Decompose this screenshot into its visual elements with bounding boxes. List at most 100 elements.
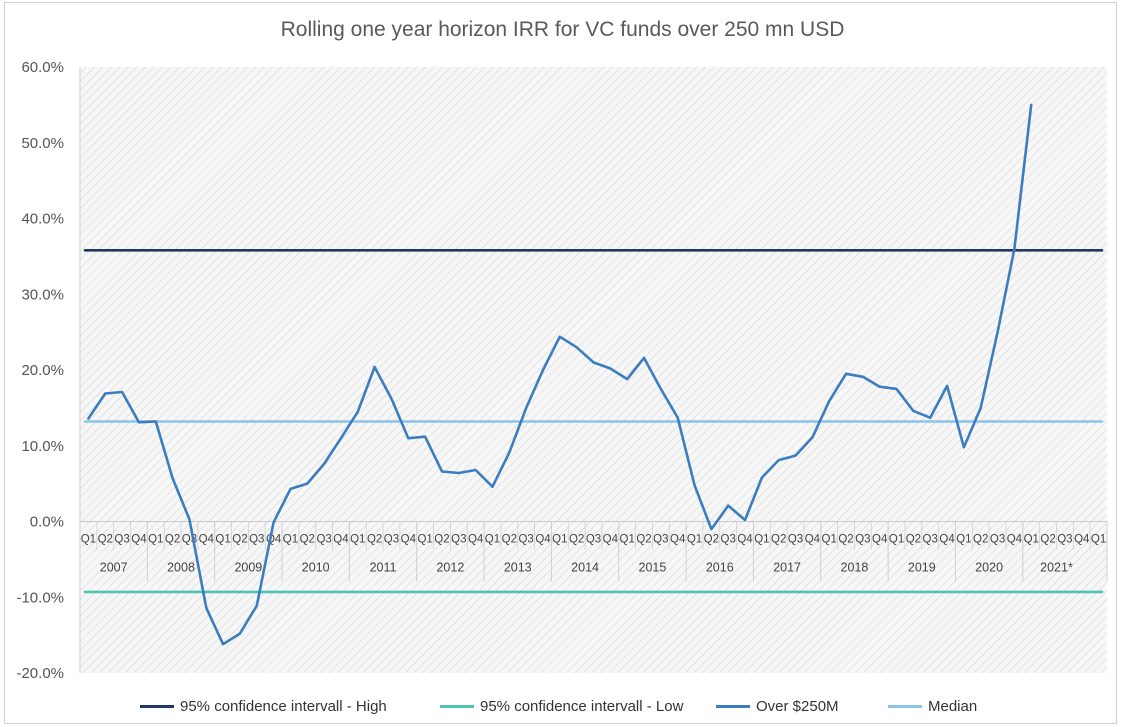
x-quarter-label: Q1 bbox=[822, 534, 837, 546]
x-quarter-label: Q4 bbox=[872, 534, 888, 546]
y-tick-label: 60.0% bbox=[21, 59, 64, 76]
x-quarter-label: Q2 bbox=[838, 534, 853, 546]
series-line-over-250m bbox=[87, 103, 1033, 646]
legend-entry-ci-low: 95% confidence intervall - Low bbox=[440, 698, 683, 715]
x-quarter-label: Q4 bbox=[1007, 534, 1023, 546]
x-year-label: 2012 bbox=[436, 561, 464, 575]
legend-label-over-250m: Over $250M bbox=[756, 698, 839, 715]
chart-legend: 95% confidence intervall - High 95% conf… bbox=[0, 698, 1125, 720]
x-quarter-label: Q2 bbox=[569, 534, 584, 546]
x-quarter-label: Q2 bbox=[704, 534, 719, 546]
x-quarter-label: Q4 bbox=[401, 534, 417, 546]
x-quarter-label: Q3 bbox=[316, 534, 331, 546]
x-quarter-label: Q4 bbox=[939, 534, 955, 546]
x-quarter-label: Q1 bbox=[215, 534, 230, 546]
legend-label-median: Median bbox=[928, 698, 978, 715]
x-quarter-label: Q3 bbox=[855, 534, 870, 546]
x-year-label: 2007 bbox=[100, 561, 128, 575]
x-quarter-label: Q4 bbox=[468, 534, 484, 546]
x-quarter-label: Q3 bbox=[586, 534, 601, 546]
y-tick-label: 30.0% bbox=[21, 286, 64, 303]
x-quarter-label: Q2 bbox=[434, 534, 449, 546]
x-year-label: 2011 bbox=[370, 561, 397, 575]
x-quarter-label: Q4 bbox=[535, 534, 551, 546]
x-quarter-label: Q3 bbox=[1057, 534, 1072, 546]
x-quarter-label: Q2 bbox=[367, 534, 382, 546]
legend-label-ci-low: 95% confidence intervall - Low bbox=[480, 698, 684, 715]
x-quarter-label: Q2 bbox=[300, 534, 315, 546]
x-quarter-label: Q2 bbox=[1040, 534, 1055, 546]
y-tick-label: 40.0% bbox=[21, 211, 64, 228]
legend-label-ci-high: 95% confidence intervall - High bbox=[180, 698, 387, 715]
chart-title: Rolling one year horizon IRR for VC fund… bbox=[280, 18, 845, 41]
x-year-label: 2008 bbox=[167, 561, 195, 575]
x-quarter-label: Q3 bbox=[721, 534, 736, 546]
x-quarter-label: Q4 bbox=[805, 534, 821, 546]
x-quarter-label: Q3 bbox=[451, 534, 466, 546]
x-quarter-label: Q1 bbox=[350, 534, 365, 546]
x-quarter-label: Q4 bbox=[333, 534, 349, 546]
x-quarter-label: Q1 bbox=[889, 534, 904, 546]
x-quarter-label: Q2 bbox=[98, 534, 113, 546]
x-quarter-label: Q3 bbox=[653, 534, 668, 546]
x-year-label: 2013 bbox=[504, 561, 532, 575]
y-tick-label: 50.0% bbox=[21, 135, 64, 152]
plot-area bbox=[80, 67, 1107, 673]
x-year-label: 2009 bbox=[234, 561, 262, 575]
x-quarter-label: Q2 bbox=[502, 534, 517, 546]
y-tick-label: 10.0% bbox=[21, 438, 64, 455]
x-year-label: 2016 bbox=[706, 561, 734, 575]
x-quarter-label: Q2 bbox=[165, 534, 180, 546]
legend-swatch-ci-high bbox=[140, 705, 174, 708]
legend-swatch-over-250m bbox=[716, 705, 750, 708]
x-year-label: 2010 bbox=[302, 561, 330, 575]
legend-swatch-median bbox=[888, 705, 922, 708]
x-quarter-label: Q2 bbox=[973, 534, 988, 546]
x-quarter-label: Q1 bbox=[148, 534, 163, 546]
x-quarter-label: Q3 bbox=[249, 534, 264, 546]
x-year-label: 2020 bbox=[975, 561, 1003, 575]
x-quarter-label: Q4 bbox=[1074, 534, 1090, 546]
x-quarter-label: Q1 bbox=[754, 534, 769, 546]
x-quarter-label: Q4 bbox=[199, 534, 215, 546]
x-quarter-label: Q2 bbox=[636, 534, 651, 546]
x-quarter-label: Q3 bbox=[923, 534, 938, 546]
x-year-label: 2017 bbox=[773, 561, 801, 575]
x-quarter-label: Q1 bbox=[485, 534, 500, 546]
y-tick-label: 0.0% bbox=[30, 514, 64, 531]
x-year-label: 2014 bbox=[571, 561, 599, 575]
y-tick-label: -20.0% bbox=[16, 665, 64, 682]
legend-entry-over-250m: Over $250M bbox=[716, 698, 839, 715]
y-tick-label: -10.0% bbox=[16, 589, 64, 606]
x-year-label: 2015 bbox=[639, 561, 667, 575]
x-year-label: 2019 bbox=[908, 561, 936, 575]
legend-swatch-ci-low bbox=[440, 705, 474, 708]
x-quarter-label: Q1 bbox=[687, 534, 702, 546]
x-quarter-label: Q4 bbox=[131, 534, 147, 546]
x-quarter-label: Q3 bbox=[990, 534, 1005, 546]
x-quarter-label: Q2 bbox=[906, 534, 921, 546]
x-quarter-label: Q1 bbox=[1091, 534, 1106, 546]
x-quarter-label: Q3 bbox=[518, 534, 533, 546]
x-quarter-label: Q1 bbox=[417, 534, 432, 546]
x-quarter-label: Q1 bbox=[552, 534, 567, 546]
x-quarter-label: Q4 bbox=[670, 534, 686, 546]
x-quarter-label: Q1 bbox=[81, 534, 96, 546]
x-quarter-label: Q1 bbox=[620, 534, 635, 546]
x-year-label: 2018 bbox=[841, 561, 869, 575]
y-tick-label: 20.0% bbox=[21, 362, 64, 379]
x-quarter-label: Q1 bbox=[1024, 534, 1039, 546]
x-quarter-label: Q2 bbox=[232, 534, 247, 546]
x-year-label: 2021* bbox=[1040, 561, 1073, 575]
legend-entry-median: Median bbox=[888, 698, 977, 715]
x-quarter-label: Q3 bbox=[114, 534, 129, 546]
x-quarter-label: Q1 bbox=[956, 534, 971, 546]
legend-entry-ci-high: 95% confidence intervall - High bbox=[140, 698, 387, 715]
x-quarter-label: Q4 bbox=[737, 534, 753, 546]
x-quarter-label: Q2 bbox=[771, 534, 786, 546]
x-quarter-label: Q3 bbox=[384, 534, 399, 546]
x-quarter-label: Q3 bbox=[788, 534, 803, 546]
x-quarter-label: Q1 bbox=[283, 534, 298, 546]
x-quarter-label: Q4 bbox=[603, 534, 619, 546]
